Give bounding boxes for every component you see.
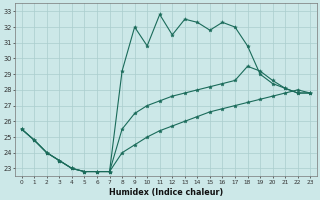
X-axis label: Humidex (Indice chaleur): Humidex (Indice chaleur) xyxy=(109,188,223,197)
